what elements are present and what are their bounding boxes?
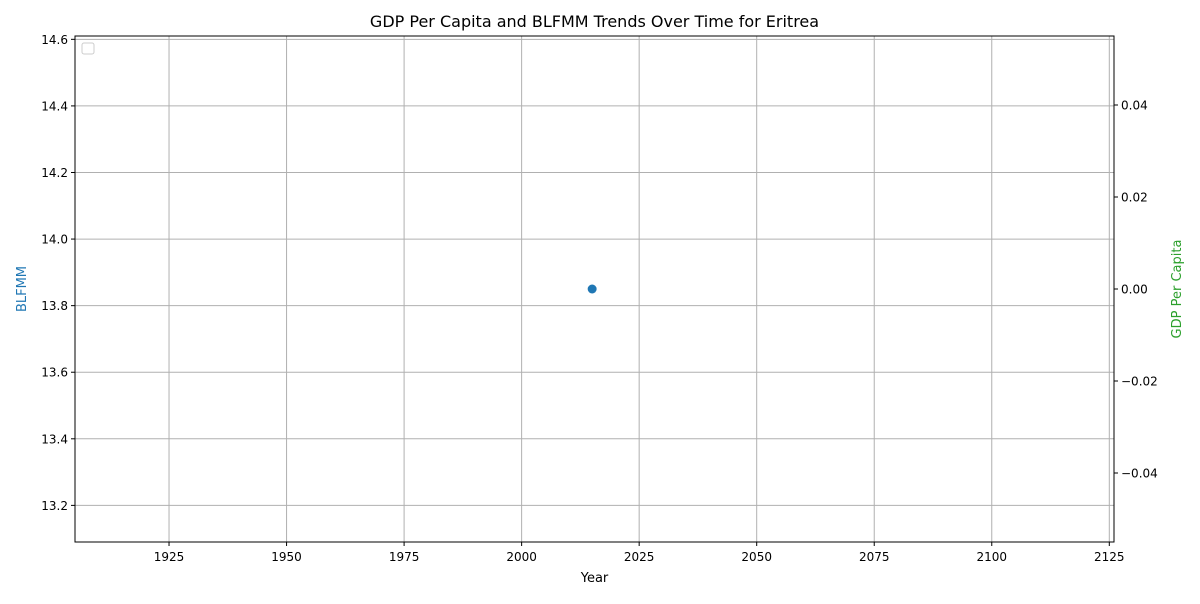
x-tick-label: 2050 [741, 550, 772, 564]
y-right-tick-label: 0.00 [1121, 283, 1148, 297]
y-left-tick-label: 14.2 [41, 166, 68, 180]
x-tick-label: 1950 [271, 550, 302, 564]
data-point-marker [587, 284, 597, 294]
y-right-tick-label: −0.02 [1121, 375, 1158, 389]
x-axis-label: Year [580, 571, 609, 586]
grid-lines [75, 36, 1114, 542]
y-left-tick-label: 14.0 [41, 233, 68, 247]
y-right-tick-label: −0.04 [1121, 467, 1158, 481]
x-tick-label: 2025 [624, 550, 655, 564]
y-left-tick-label: 14.6 [41, 33, 68, 47]
x-axis-ticks: 1925 1950 1975 2000 2025 2050 2075 2100 2125 [154, 542, 1125, 564]
x-tick-label: 1975 [389, 550, 420, 564]
y-right-tick-label: 0.04 [1121, 99, 1148, 113]
legend-box [81, 42, 95, 55]
y-axis-right-ticks: 0.04 0.02 0.00 −0.02 −0.04 [1114, 99, 1158, 481]
x-tick-label: 2075 [859, 550, 890, 564]
y-axis-left-label: BLFMM [15, 266, 30, 312]
y-left-tick-label: 14.4 [41, 99, 68, 113]
x-tick-label: 2100 [976, 550, 1007, 564]
x-tick-label: 2000 [506, 550, 537, 564]
y-left-tick-label: 13.6 [41, 366, 68, 380]
y-left-tick-label: 13.8 [41, 299, 68, 313]
y-axis-right-label: GDP Per Capita [1170, 240, 1185, 339]
data-points [587, 284, 597, 294]
chart-title: GDP Per Capita and BLFMM Trends Over Tim… [370, 12, 819, 31]
y-axis-left-ticks: 13.2 13.4 13.6 13.8 14.0 14.2 14.4 14.6 [41, 33, 75, 513]
y-right-tick-label: 0.02 [1121, 191, 1148, 205]
x-tick-label: 1925 [154, 550, 185, 564]
x-tick-label: 2125 [1094, 550, 1125, 564]
y-left-tick-label: 13.2 [41, 499, 68, 513]
y-left-tick-label: 13.4 [41, 432, 68, 446]
